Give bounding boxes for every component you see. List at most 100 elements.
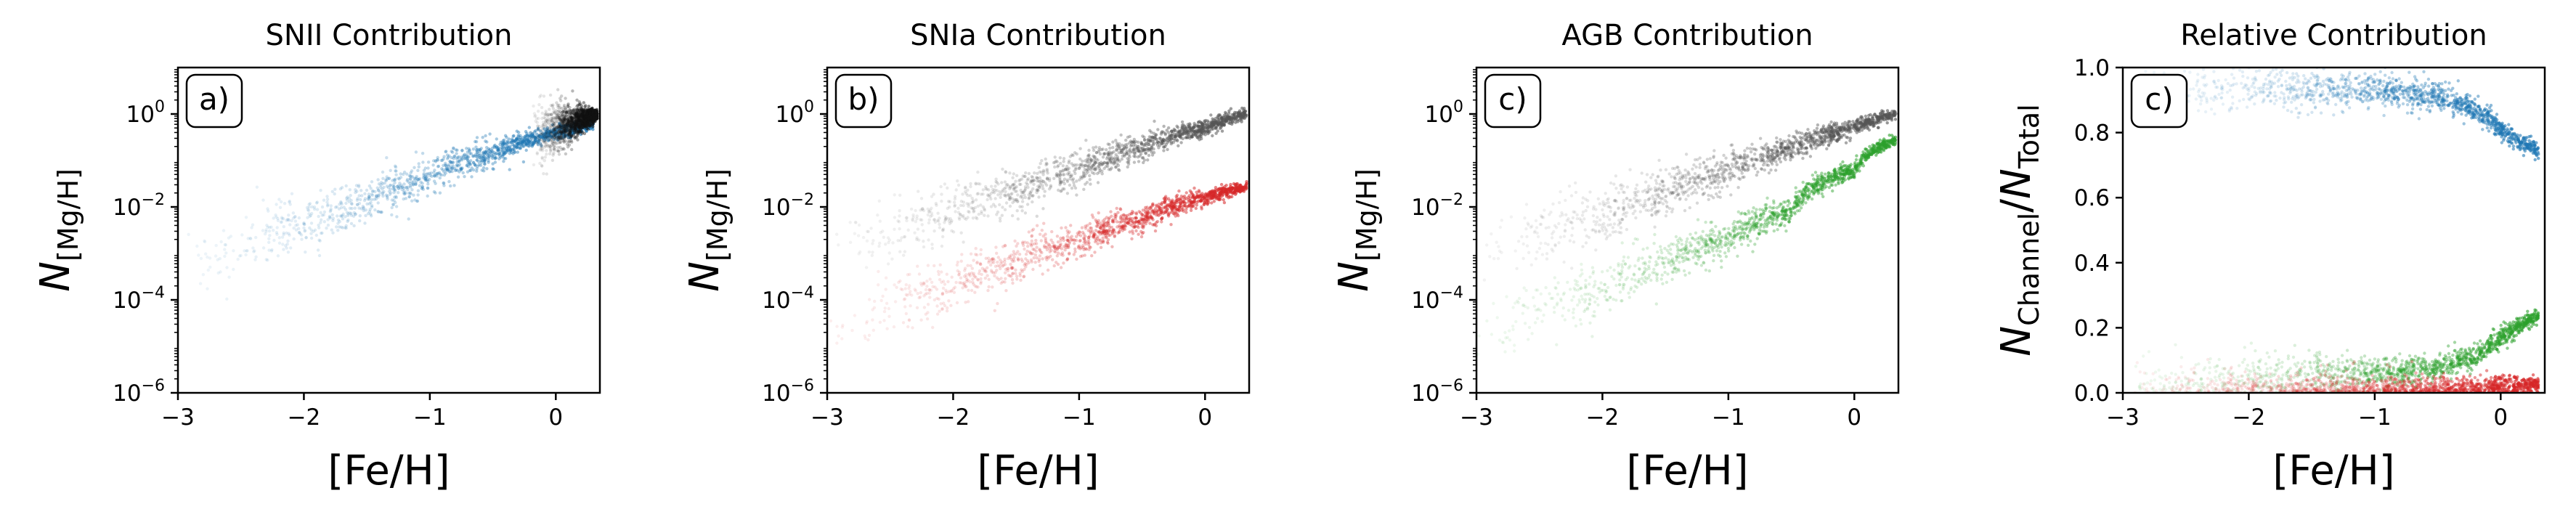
data-point [1004, 195, 1008, 198]
data-point [911, 219, 915, 222]
data-point [1086, 243, 1091, 246]
data-point [572, 108, 575, 112]
data-point [993, 191, 996, 195]
data-point [436, 158, 439, 162]
data-point [575, 113, 579, 117]
data-point [394, 177, 397, 181]
data-point [574, 118, 578, 123]
data-point [937, 272, 941, 277]
data-point [1084, 247, 1088, 251]
data-point [555, 142, 558, 145]
data-point [1134, 229, 1138, 233]
data-point [558, 124, 561, 129]
data-point [1103, 229, 1107, 234]
data-point [1168, 137, 1171, 141]
data-point [1079, 163, 1083, 166]
data-point [434, 159, 438, 163]
data-point [484, 150, 487, 155]
data-point [423, 175, 426, 179]
data-point [1163, 209, 1168, 213]
data-point [553, 137, 556, 140]
data-point [564, 135, 567, 139]
data-point [542, 115, 546, 120]
data-point [1066, 239, 1070, 243]
data-point [514, 137, 519, 140]
data-point [574, 127, 577, 131]
data-point [404, 191, 407, 195]
data-point [1152, 147, 1155, 151]
data-point [1112, 162, 1116, 166]
data-point [1090, 171, 1094, 174]
data-point [539, 147, 543, 150]
data-point [984, 187, 988, 191]
data-point [450, 165, 453, 168]
data-point [1188, 126, 1192, 131]
data-point [574, 121, 577, 126]
data-point [1125, 145, 1129, 149]
data-point [460, 158, 464, 162]
data-point [409, 171, 413, 175]
data-point [1129, 219, 1133, 223]
data-point [950, 219, 954, 223]
data-point [556, 115, 559, 119]
data-point [524, 139, 528, 143]
data-point [1028, 251, 1032, 254]
data-point [346, 218, 350, 222]
data-point [556, 137, 560, 140]
data-point [285, 231, 288, 235]
data-point [1039, 181, 1044, 185]
data-point [577, 113, 581, 117]
data-point [309, 221, 314, 225]
data-point [575, 121, 579, 124]
data-point [1033, 171, 1036, 175]
data-point [573, 125, 577, 129]
data-point [972, 207, 975, 211]
data-point [581, 115, 585, 119]
data-point [942, 301, 946, 305]
data-point [541, 149, 545, 152]
data-point [1068, 240, 1072, 244]
data-point [566, 117, 570, 121]
data-point [1230, 116, 1234, 121]
data-point [529, 131, 532, 134]
data-point [447, 170, 452, 174]
data-point [561, 137, 566, 140]
data-point [568, 131, 572, 135]
data-point [1150, 150, 1153, 154]
data-point [393, 189, 397, 192]
data-point [392, 199, 396, 203]
data-point [1141, 156, 1145, 160]
data-point [548, 118, 551, 122]
data-point [537, 116, 540, 121]
data-point [1020, 205, 1024, 208]
data-point [927, 210, 931, 213]
data-point [1229, 107, 1233, 110]
data-point [1081, 254, 1084, 258]
data-point [1166, 203, 1170, 207]
data-point [1086, 224, 1089, 227]
data-point [1137, 221, 1141, 226]
data-point [454, 148, 458, 152]
data-point [505, 149, 510, 152]
data-point [927, 288, 931, 292]
data-point [971, 200, 975, 204]
data-point [1078, 175, 1083, 179]
data-point [505, 135, 508, 139]
data-point [550, 129, 555, 133]
data-point [578, 123, 582, 126]
data-point [995, 181, 999, 184]
data-point [579, 126, 583, 130]
data-point [1037, 259, 1041, 264]
data-point [393, 181, 397, 184]
data-point [564, 123, 568, 127]
data-point [539, 145, 543, 149]
data-point [452, 157, 455, 160]
data-point [531, 134, 535, 139]
data-point [559, 134, 564, 137]
data-point [251, 246, 255, 250]
data-point [1165, 137, 1169, 140]
data-point [1078, 254, 1083, 258]
data-point [370, 193, 375, 197]
data-point [393, 179, 397, 182]
data-point [392, 185, 396, 189]
